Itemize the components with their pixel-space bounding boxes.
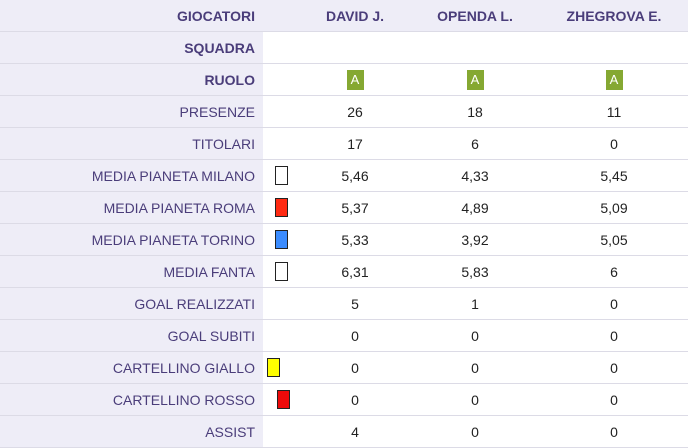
- stat-value: 6,31: [300, 255, 410, 288]
- stat-value: 0: [300, 383, 410, 416]
- role-badge: A: [466, 69, 484, 90]
- stat-value: 0: [540, 287, 688, 320]
- stat-value: 0: [540, 415, 688, 448]
- stat-value: 0: [540, 383, 688, 416]
- row-label: MEDIA PIANETA MILANO: [0, 159, 263, 192]
- stat-value: 0: [410, 383, 540, 416]
- red-card-icon: [277, 390, 290, 409]
- stat-value: 5,33: [300, 223, 410, 256]
- stat-value: 5,83: [410, 255, 540, 288]
- table-row: CARTELLINO GIALLO 0 0 0: [0, 351, 688, 384]
- stat-value: 1: [410, 287, 540, 320]
- stat-value: 11: [540, 95, 688, 128]
- stat-value: 4: [300, 415, 410, 448]
- stat-value: 5,37: [300, 191, 410, 224]
- stat-value: 5,09: [540, 191, 688, 224]
- row-label: CARTELLINO ROSSO: [0, 383, 263, 416]
- stat-value: 4,33: [410, 159, 540, 192]
- row-label: MEDIA PIANETA TORINO: [0, 223, 263, 256]
- stat-value: 18: [410, 95, 540, 128]
- stat-value: 0: [410, 415, 540, 448]
- stat-value: 6: [410, 127, 540, 160]
- header-label: GIOCATORI: [0, 0, 263, 32]
- row-label: MEDIA PIANETA ROMA: [0, 191, 263, 224]
- card-white-icon: [275, 166, 288, 185]
- stat-value: 0: [540, 319, 688, 352]
- table-row: TITOLARI 17 6 0: [0, 127, 688, 160]
- row-label: ASSIST: [0, 415, 263, 448]
- stat-value: 0: [540, 351, 688, 384]
- stat-value: 3,92: [410, 223, 540, 256]
- table-row: MEDIA PIANETA TORINO 5,33 3,92 5,05: [0, 223, 688, 256]
- row-label: GOAL SUBITI: [0, 319, 263, 352]
- player-name[interactable]: DAVID J.: [300, 0, 410, 32]
- table-row: RUOLO A A A: [0, 63, 688, 96]
- stat-value: [540, 31, 688, 64]
- row-label: CARTELLINO GIALLO: [0, 351, 263, 384]
- stat-value: 0: [300, 351, 410, 384]
- table-row: ASSIST 4 0 0: [0, 415, 688, 448]
- stat-value: 0: [540, 127, 688, 160]
- stat-value: 6: [540, 255, 688, 288]
- row-label: MEDIA FANTA: [0, 255, 263, 288]
- stat-value: 5,46: [300, 159, 410, 192]
- role-badge: A: [346, 69, 364, 90]
- player-name[interactable]: OPENDA L.: [410, 0, 540, 32]
- table-row: GOAL REALIZZATI 5 1 0: [0, 287, 688, 320]
- header-row: GIOCATORI DAVID J. OPENDA L. ZHEGROVA E.: [0, 0, 688, 32]
- table-row: SQUADRA: [0, 31, 688, 64]
- stat-value: 4,89: [410, 191, 540, 224]
- stat-value: 0: [410, 351, 540, 384]
- role-badge: A: [605, 69, 623, 90]
- row-label: SQUADRA: [0, 31, 263, 64]
- table-row: MEDIA FANTA 6,31 5,83 6: [0, 255, 688, 288]
- card-blue-icon: [275, 230, 288, 249]
- stat-value: 5,45: [540, 159, 688, 192]
- player-name[interactable]: ZHEGROVA E.: [540, 0, 688, 32]
- stat-value: [300, 31, 410, 64]
- row-label: RUOLO: [0, 63, 263, 96]
- table-row: MEDIA PIANETA MILANO 5,46 4,33 5,45: [0, 159, 688, 192]
- stat-value: 0: [300, 319, 410, 352]
- stat-value: 17: [300, 127, 410, 160]
- table-row: GOAL SUBITI 0 0 0: [0, 319, 688, 352]
- row-label: TITOLARI: [0, 127, 263, 160]
- row-label: PRESENZE: [0, 95, 263, 128]
- stat-value: 26: [300, 95, 410, 128]
- table-row: CARTELLINO ROSSO 0 0 0: [0, 383, 688, 416]
- row-label: GOAL REALIZZATI: [0, 287, 263, 320]
- table-row: MEDIA PIANETA ROMA 5,37 4,89 5,09: [0, 191, 688, 224]
- stat-value: 0: [410, 319, 540, 352]
- stat-value: 5,05: [540, 223, 688, 256]
- card-white-icon: [275, 262, 288, 281]
- stat-value: 5: [300, 287, 410, 320]
- card-red-icon: [275, 198, 288, 217]
- stat-value: [410, 31, 540, 64]
- yellow-card-icon: [267, 358, 280, 377]
- table-row: PRESENZE 26 18 11: [0, 95, 688, 128]
